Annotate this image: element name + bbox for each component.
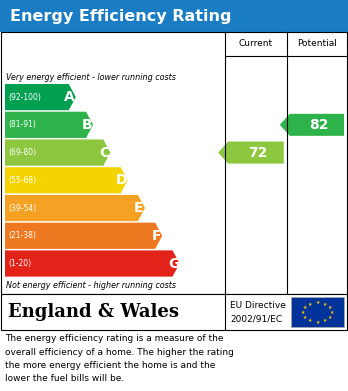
Polygon shape	[5, 112, 93, 138]
Text: ★: ★	[302, 305, 307, 310]
Text: ★: ★	[308, 318, 312, 323]
Polygon shape	[5, 84, 76, 110]
Text: ★: ★	[323, 318, 327, 323]
Polygon shape	[5, 195, 145, 221]
Text: EU Directive: EU Directive	[230, 301, 286, 310]
Text: ★: ★	[302, 315, 307, 320]
Polygon shape	[5, 167, 128, 194]
Text: A: A	[64, 90, 75, 104]
Text: C: C	[99, 145, 110, 160]
Text: (81-91): (81-91)	[8, 120, 36, 129]
Text: 2002/91/EC: 2002/91/EC	[230, 314, 282, 323]
Bar	[1, 294, 347, 330]
Text: (69-80): (69-80)	[8, 148, 36, 157]
Polygon shape	[218, 142, 284, 163]
Text: G: G	[168, 256, 179, 271]
Polygon shape	[5, 250, 180, 276]
Text: D: D	[116, 173, 127, 187]
Text: ★: ★	[328, 305, 332, 310]
Text: (21-38): (21-38)	[8, 231, 36, 240]
Text: ★: ★	[315, 319, 319, 325]
Text: The energy efficiency rating is a measure of the
overall efficiency of a home. T: The energy efficiency rating is a measur…	[5, 334, 234, 383]
Text: 72: 72	[248, 145, 268, 160]
Text: 82: 82	[309, 118, 329, 132]
Text: ★: ★	[315, 300, 319, 305]
Polygon shape	[280, 114, 344, 136]
Text: F: F	[151, 229, 161, 243]
Text: ★: ★	[328, 315, 332, 320]
Text: ★: ★	[330, 310, 334, 315]
Polygon shape	[5, 140, 110, 166]
Text: (39-54): (39-54)	[8, 204, 36, 213]
Text: Very energy efficient - lower running costs: Very energy efficient - lower running co…	[6, 73, 176, 82]
Text: B: B	[82, 118, 92, 132]
Text: (1-20): (1-20)	[8, 259, 31, 268]
Bar	[1, 32, 347, 294]
Text: Energy Efficiency Rating: Energy Efficiency Rating	[10, 9, 232, 23]
Bar	[0, 0, 348, 32]
Text: (92-100): (92-100)	[8, 93, 41, 102]
Text: England & Wales: England & Wales	[8, 303, 179, 321]
Text: E: E	[134, 201, 144, 215]
Text: (55-68): (55-68)	[8, 176, 36, 185]
Text: ★: ★	[323, 301, 327, 307]
Text: ★: ★	[308, 301, 312, 307]
Text: Potential: Potential	[298, 39, 337, 48]
Text: Not energy efficient - higher running costs: Not energy efficient - higher running co…	[6, 282, 176, 291]
Bar	[291, 298, 344, 327]
Text: ★: ★	[300, 310, 304, 315]
Polygon shape	[5, 222, 162, 249]
Text: Current: Current	[239, 39, 273, 48]
